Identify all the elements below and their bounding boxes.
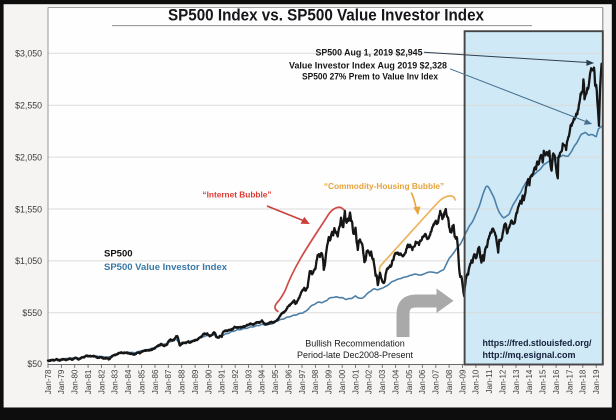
svg-text:Jan-13: Jan-13 <box>512 369 521 394</box>
svg-text:Jan-82: Jan-82 <box>97 369 106 394</box>
svg-text:$1,550: $1,550 <box>15 204 42 214</box>
svg-text:Jan-07: Jan-07 <box>432 369 441 394</box>
svg-text:Jan-03: Jan-03 <box>378 369 387 394</box>
svg-text:Jan-88: Jan-88 <box>178 369 187 394</box>
svg-text:Jan-00: Jan-00 <box>338 369 347 394</box>
svg-text:Jan-19: Jan-19 <box>592 369 601 394</box>
svg-text:Jan-85: Jan-85 <box>137 369 146 394</box>
svg-text:Jan-16: Jan-16 <box>552 369 561 394</box>
svg-text:Jan-91: Jan-91 <box>218 369 227 394</box>
svg-text:Jan-97: Jan-97 <box>298 369 307 394</box>
svg-text:$1,050: $1,050 <box>15 256 42 266</box>
svg-text:Jan-89: Jan-89 <box>191 369 200 394</box>
svg-text:Jan-95: Jan-95 <box>271 369 280 394</box>
svg-text:Jan-04: Jan-04 <box>391 369 400 394</box>
svg-text:Jan-99: Jan-99 <box>325 369 334 394</box>
svg-text:Jan-96: Jan-96 <box>285 369 294 394</box>
svg-text:$2,050: $2,050 <box>15 152 42 162</box>
svg-text:Jan-17: Jan-17 <box>565 369 574 394</box>
svg-text:Jan-09: Jan-09 <box>458 369 467 394</box>
svg-text:Jan-79: Jan-79 <box>57 369 66 394</box>
svg-text:Jan-78: Jan-78 <box>44 369 53 394</box>
svg-text:Jan-06: Jan-06 <box>418 369 427 394</box>
svg-text:SP500 Value Investor Index: SP500 Value Investor Index <box>104 262 228 273</box>
svg-text:Jan-83: Jan-83 <box>111 369 120 394</box>
svg-text:Jan-84: Jan-84 <box>124 369 133 394</box>
svg-text:SP500: SP500 <box>104 249 133 260</box>
svg-text:Jan-11: Jan-11 <box>485 369 494 393</box>
svg-text:Jan-93: Jan-93 <box>244 369 253 394</box>
svg-text:Bullish Recommendation: Bullish Recommendation <box>305 338 405 348</box>
svg-text:Jan-15: Jan-15 <box>539 369 548 394</box>
svg-text:Jan-18: Jan-18 <box>579 369 588 394</box>
svg-text:Jan-94: Jan-94 <box>258 369 267 394</box>
svg-text:Jan-90: Jan-90 <box>204 369 213 394</box>
svg-text:Jan-10: Jan-10 <box>472 369 481 394</box>
svg-text:Jan-98: Jan-98 <box>311 369 320 394</box>
svg-text:$2,550: $2,550 <box>15 101 42 111</box>
svg-text:$50: $50 <box>27 359 42 369</box>
svg-text:Jan-02: Jan-02 <box>365 369 374 394</box>
svg-text:SP500 Index vs. SP500 Value In: SP500 Index vs. SP500 Value Investor Ind… <box>168 7 484 25</box>
svg-text:Jan-05: Jan-05 <box>405 369 414 394</box>
svg-text:Jan-12: Jan-12 <box>498 369 507 394</box>
svg-text:Jan-81: Jan-81 <box>84 369 93 394</box>
svg-text:Jan-14: Jan-14 <box>525 369 534 394</box>
svg-text:SP500 Aug 1, 2019 $2,945: SP500 Aug 1, 2019 $2,945 <box>316 48 423 58</box>
svg-text:$550: $550 <box>22 308 42 318</box>
svg-text:Jan-80: Jan-80 <box>71 369 80 394</box>
svg-text:$3,050: $3,050 <box>15 49 42 59</box>
svg-text:Jan-01: Jan-01 <box>351 369 360 394</box>
svg-text:Jan-92: Jan-92 <box>231 369 240 394</box>
svg-text:Period-late Dec2008-Present: Period-late Dec2008-Present <box>297 350 414 360</box>
svg-text:Value Investor Index Aug 2019: Value Investor Index Aug 2019 $2,328 <box>289 61 447 71</box>
svg-text:SP500 27% Prem to Value Inv Id: SP500 27% Prem to Value Inv Idex <box>302 72 438 82</box>
svg-text:Jan-86: Jan-86 <box>151 369 160 394</box>
svg-text:Jan-08: Jan-08 <box>445 369 454 394</box>
svg-text:“Internet Bubble”: “Internet Bubble” <box>202 190 271 200</box>
svg-text:http://mq.esignal.com: http://mq.esignal.com <box>483 350 576 360</box>
svg-text:https://fred.stlouisfed.org/: https://fred.stlouisfed.org/ <box>483 338 592 348</box>
svg-text:“Commodity-Housing Bubble”: “Commodity-Housing Bubble” <box>324 181 444 191</box>
svg-text:Jan-87: Jan-87 <box>164 369 173 394</box>
